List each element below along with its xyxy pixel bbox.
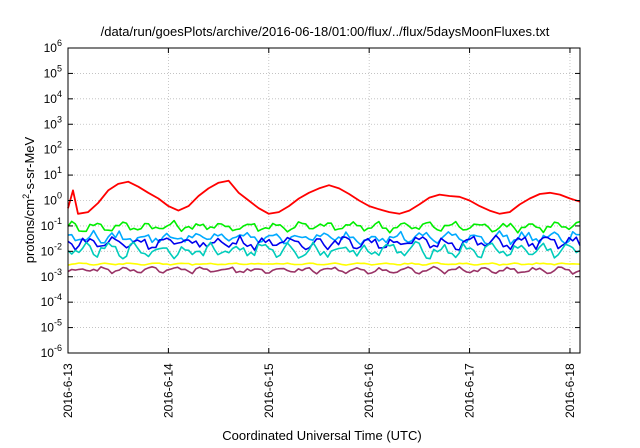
x-tick-label: 2016-6-17 <box>463 363 477 418</box>
y-tick-label: 10-5 <box>41 318 62 335</box>
y-tick-label: 104 <box>44 89 62 106</box>
grid <box>68 48 580 353</box>
series-layer <box>67 179 581 275</box>
series-line <box>67 179 581 215</box>
y-tick-label: 10-3 <box>41 267 62 284</box>
x-tick-label: 2016-6-15 <box>262 363 276 418</box>
y-tick-label: 102 <box>44 140 62 157</box>
y-tick-label: 103 <box>44 114 62 131</box>
x-axis: 2016-6-13 2016-6-14 2016-6-15 2016-6-16 2016… <box>61 48 577 418</box>
x-axis-label: Coordinated Universal Time (UTC) <box>222 428 421 443</box>
y-tick-label: 105 <box>44 63 62 80</box>
y-tick-label: 106 <box>44 38 62 55</box>
y-tick-label: 101 <box>44 165 62 182</box>
series-line <box>67 261 581 266</box>
y-axis-label: protons/cm2-s-sr-MeV <box>21 136 37 263</box>
series-line <box>67 229 581 246</box>
series-line <box>67 234 581 251</box>
y-tick-label: 10-4 <box>41 292 62 309</box>
series-line <box>67 240 581 260</box>
y-tick-label: 10-2 <box>41 241 62 258</box>
x-tick-label: 2016-6-13 <box>61 363 75 418</box>
y-tick-label: 10-6 <box>41 343 62 360</box>
series-line <box>67 219 581 234</box>
y-tick-label: 10-1 <box>41 216 62 233</box>
y-tick-label: 100 <box>44 191 62 208</box>
x-tick-label: 2016-6-16 <box>362 363 376 418</box>
x-tick-label: 2016-6-18 <box>563 363 577 418</box>
chart-title: /data/run/goesPlots/archive/2016-06-18/0… <box>101 24 550 39</box>
y-axis: 10-6 10-5 10-4 10-3 10-2 10-1 100 101 102 103 104 1… <box>41 38 580 360</box>
series-line <box>67 265 581 275</box>
x-tick-label: 2016-6-14 <box>161 363 175 418</box>
